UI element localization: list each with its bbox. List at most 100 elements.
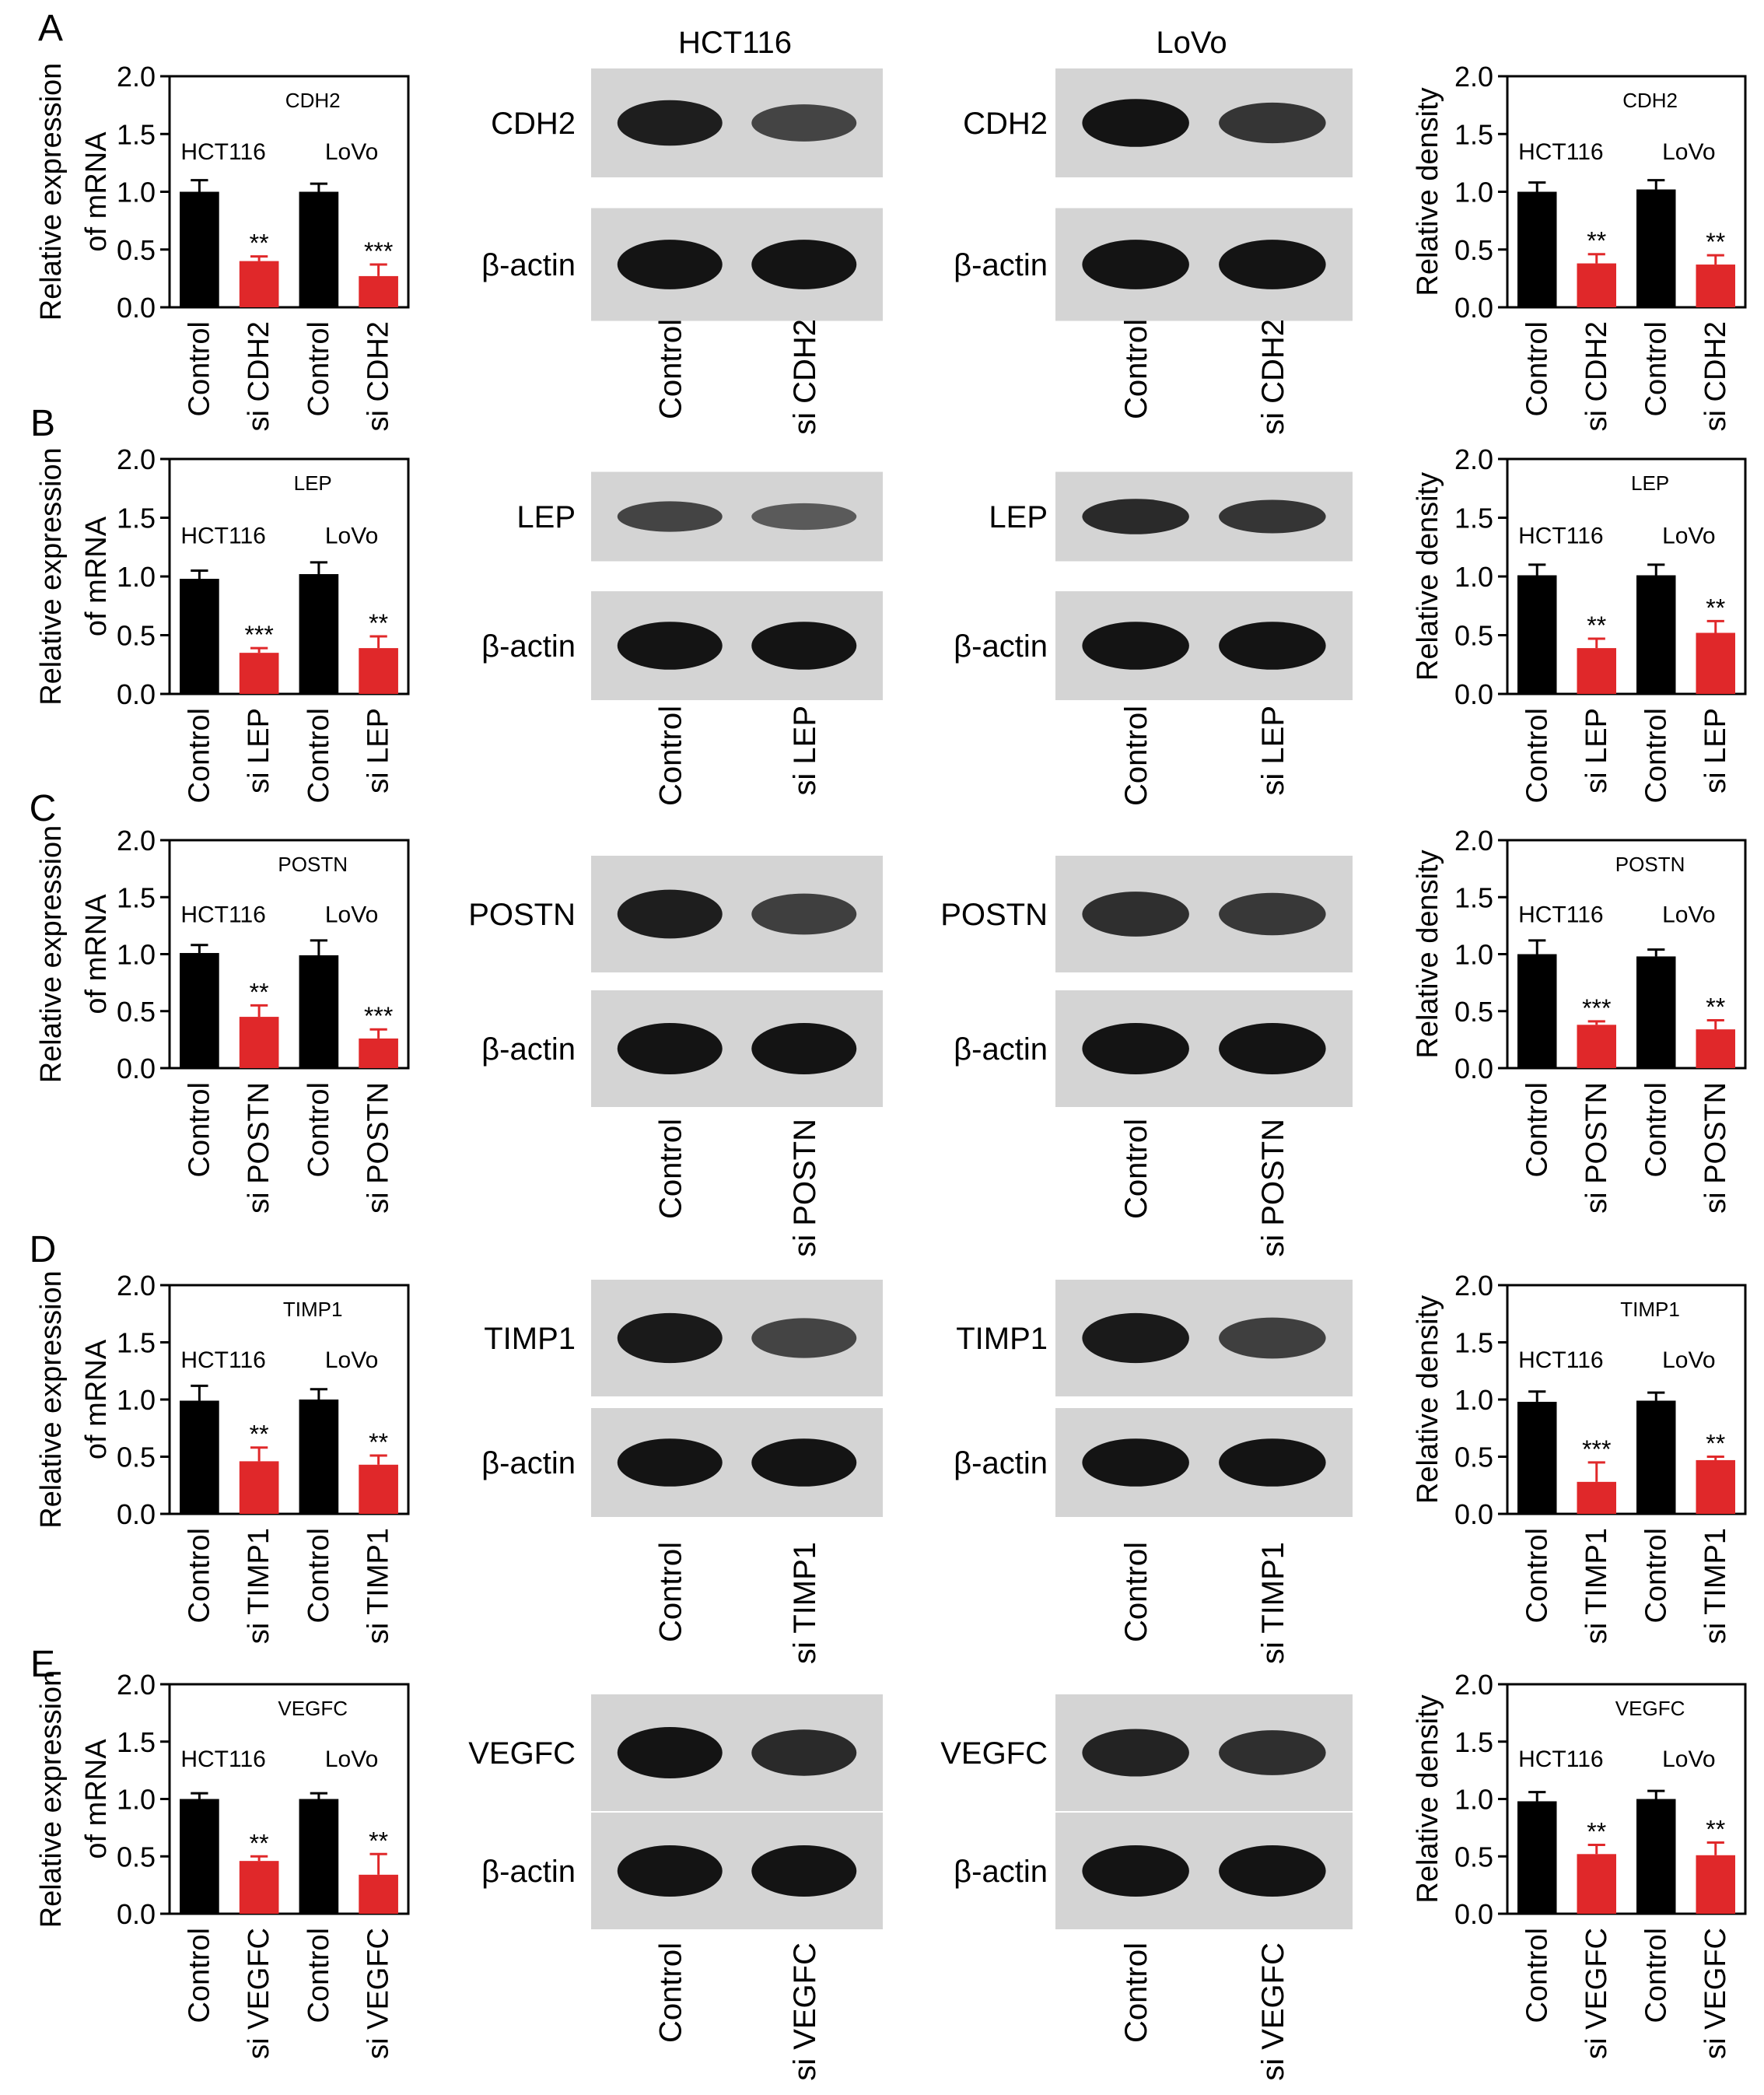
y-axis-label: of mRNA (80, 1339, 113, 1459)
significance-marker: ** (1706, 1430, 1725, 1458)
blot-loading-control-label: β-actin (481, 1446, 576, 1480)
western-blot-hct116-lep (591, 471, 883, 562)
western-blot-lovo-beta-actin (1055, 591, 1353, 700)
western-blot-lovo-beta-actin (1055, 1408, 1353, 1517)
group-label-lovo: LoVo (1662, 139, 1715, 165)
bar-control (1636, 1799, 1676, 1914)
y-tick-label: 1.5 (117, 1726, 156, 1758)
y-axis-label: of mRNA (80, 1739, 113, 1859)
bar-control (299, 191, 339, 307)
x-tick-label: si CDH2 (1699, 321, 1732, 431)
y-tick-label: 1.5 (117, 881, 156, 913)
column-header-lovo: LoVo (1156, 26, 1227, 60)
bar-si-lep (1696, 632, 1735, 694)
y-axis-label: of mRNA (80, 894, 113, 1014)
blot-loading-control-label: β-actin (481, 1032, 576, 1067)
blot-protein-label: TIMP1 (956, 1322, 1048, 1356)
bar-control (180, 953, 219, 1068)
bar-chart-E-density: 0.0 0.5 1.0 1.5 2.0 VEGFC HCT116 LoVo Control ** s… (1412, 1669, 1747, 2059)
x-tick-label: Control (183, 1528, 215, 1624)
blot-band (1082, 1312, 1189, 1364)
blot-band (1082, 240, 1189, 289)
panel-label-a: A (38, 8, 63, 49)
blot-lane-label: si TIMP1 (788, 1542, 822, 1664)
y-axis-label: Relative density (1412, 472, 1444, 681)
blot-lane-label: si POSTN (1256, 1119, 1290, 1257)
y-tick-label: 1.5 (1454, 881, 1493, 913)
chart-title: TIMP1 (1620, 1298, 1680, 1321)
blot-band (617, 240, 723, 289)
blot-protein-label: CDH2 (963, 107, 1048, 141)
bar-si-cdh2 (1577, 263, 1616, 307)
y-tick-label: 0.5 (117, 1442, 156, 1473)
blot-band (617, 1312, 723, 1364)
y-tick-label: 0.5 (117, 1841, 156, 1873)
column-header-hct116: HCT116 (678, 26, 792, 60)
x-tick-label: si CDH2 (1580, 321, 1613, 431)
y-tick-label: 0.5 (1454, 234, 1493, 266)
significance-marker: ** (1587, 227, 1606, 255)
y-axis-label: Relative expression (35, 1670, 68, 1929)
y-axis-label: Relative expression (35, 63, 68, 321)
blot-band (1082, 622, 1189, 670)
x-tick-label: Control (1640, 1082, 1672, 1178)
blot-band (751, 1023, 857, 1074)
bar-control (180, 1400, 219, 1514)
y-tick-label: 1.5 (117, 118, 156, 150)
chart-title: POSTN (278, 853, 348, 876)
y-tick-label: 1.0 (1454, 939, 1493, 971)
x-tick-label: si TIMP1 (1699, 1528, 1732, 1644)
blot-lane-label: Control (1119, 1542, 1153, 1642)
blot-band (1219, 1023, 1326, 1074)
blot-band (751, 1845, 857, 1897)
bar-control (299, 573, 339, 694)
y-tick-label: 2.0 (117, 1669, 156, 1701)
blot-band (751, 1318, 857, 1358)
x-tick-label: Control (303, 708, 335, 804)
significance-marker: ** (250, 1421, 269, 1449)
significance-marker: ** (1706, 594, 1725, 622)
bar-chart-B-density: 0.0 0.5 1.0 1.5 2.0 LEP HCT116 LoVo Control ** si … (1412, 443, 1747, 804)
bar-control (180, 191, 219, 307)
bar-si-timp1 (1696, 1459, 1735, 1514)
panel-label-d: D (30, 1229, 57, 1270)
y-tick-label: 2.0 (117, 1270, 156, 1301)
significance-marker: ** (1706, 1816, 1725, 1844)
blot-lane-label: si VEGFC (788, 1943, 822, 2081)
x-tick-label: si CDH2 (362, 321, 395, 431)
y-tick-label: 2.0 (117, 825, 156, 857)
blot-band (1219, 499, 1326, 534)
blot-band (1082, 99, 1189, 147)
chart-title: CDH2 (285, 89, 341, 112)
y-axis-label: Relative density (1412, 87, 1444, 296)
blot-band (1219, 1730, 1326, 1775)
group-label-hct116: HCT116 (180, 902, 265, 927)
blot-lane-label: si CDH2 (1256, 319, 1290, 435)
x-tick-label: Control (1521, 1082, 1553, 1178)
western-blot-hct116-beta-actin (591, 1408, 883, 1517)
blot-band (1219, 1438, 1326, 1487)
blot-lane-label: si TIMP1 (1256, 1542, 1290, 1664)
blot-protein-label: POSTN (468, 898, 576, 932)
panel-label-c: C (30, 788, 57, 829)
bar-control (299, 1799, 339, 1914)
x-tick-label: si VEGFC (243, 1928, 275, 2059)
significance-marker: *** (244, 621, 273, 649)
significance-marker: *** (1582, 994, 1611, 1022)
significance-marker: ** (1706, 993, 1725, 1021)
blot-loading-control-label: β-actin (954, 1855, 1048, 1889)
blot-band (1082, 1438, 1189, 1487)
y-tick-label: 1.5 (117, 503, 156, 534)
group-label-lovo: LoVo (325, 1347, 378, 1373)
bar-chart-A-density: 0.0 0.5 1.0 1.5 2.0 CDH2 HCT116 LoVo Control ** si… (1412, 61, 1747, 431)
y-axis-label: of mRNA (80, 516, 113, 636)
chart-title: LEP (294, 471, 332, 495)
group-label-hct116: HCT116 (1518, 1746, 1603, 1772)
y-tick-label: 2.0 (1454, 1270, 1493, 1301)
x-tick-label: si LEP (1580, 708, 1613, 794)
x-tick-label: si LEP (362, 708, 395, 794)
blot-band (1082, 1729, 1189, 1777)
blot-lane-label: Control (1119, 1119, 1153, 1219)
significance-marker: ** (250, 229, 269, 257)
western-blot-lovo-cdh2 (1055, 68, 1353, 177)
